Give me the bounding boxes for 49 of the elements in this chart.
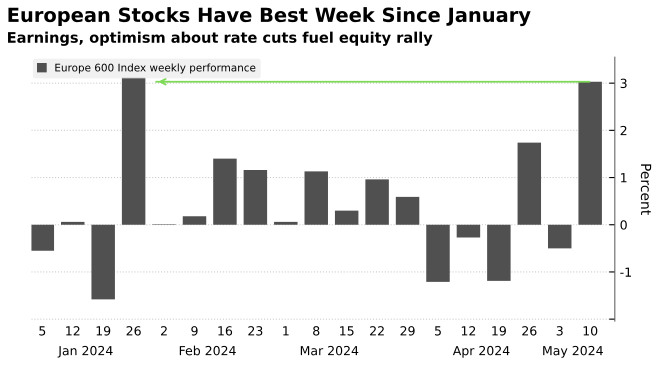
x-tick-label: 9 xyxy=(191,326,198,336)
bar xyxy=(548,224,572,248)
y-tick-label: 3 xyxy=(620,78,627,88)
x-tick-label: 8 xyxy=(313,326,320,336)
bar xyxy=(365,179,389,225)
bar xyxy=(396,196,420,225)
x-tick-label: 12 xyxy=(462,326,476,336)
x-tick-label: 1 xyxy=(283,326,289,336)
x-tick-label: 19 xyxy=(96,326,110,336)
x-tick-label: 22 xyxy=(370,326,384,336)
legend-label: Europe 600 Index weekly performance xyxy=(55,63,256,74)
y-tick-label: -1 xyxy=(620,268,631,277)
bar xyxy=(122,77,146,225)
bar xyxy=(518,142,542,225)
x-tick-label: 26 xyxy=(522,326,536,336)
bar xyxy=(487,224,511,281)
x-tick-label: 12 xyxy=(66,326,80,336)
x-tick-label: 5 xyxy=(434,326,441,336)
bar xyxy=(334,210,358,225)
bar xyxy=(182,216,206,225)
x-tick-label: 5 xyxy=(39,326,46,336)
x2-tick-label: Feb 2024 xyxy=(180,346,236,356)
bar xyxy=(31,224,54,251)
x-tick-label: 16 xyxy=(218,326,232,336)
x-tick-label: 23 xyxy=(248,326,262,336)
x2-tick-label: Jan 2024 xyxy=(58,346,113,358)
bar xyxy=(91,224,115,300)
x2-tick-label: May 2024 xyxy=(543,346,603,358)
chart-title: European Stocks Have Best Week Since January xyxy=(8,7,531,26)
x-tick-label: 3 xyxy=(556,326,563,336)
y-tick-label: 1 xyxy=(621,173,626,182)
x-tick-label: 2 xyxy=(161,326,167,336)
chart-subtitle: Earnings, optimism about rate cuts fuel equity rally xyxy=(8,32,432,46)
x-tick-label: 10 xyxy=(584,326,598,336)
y-tick-label: 2 xyxy=(620,126,626,136)
y-axis-title: Percent xyxy=(640,164,652,215)
x-tick-label: 29 xyxy=(400,326,415,336)
x2-tick-label: Apr 2024 xyxy=(452,346,510,358)
y-tick-label: 0 xyxy=(620,220,627,230)
x-tick-label: 26 xyxy=(126,326,141,336)
x2-tick-label: Mar 2024 xyxy=(300,346,358,356)
bar xyxy=(244,170,268,225)
x-tick-label: 15 xyxy=(340,326,354,336)
bar xyxy=(304,171,328,225)
bar xyxy=(456,224,480,238)
bar xyxy=(213,158,237,225)
bar xyxy=(426,224,450,282)
bar xyxy=(578,82,602,225)
x-tick-label: 19 xyxy=(492,326,506,336)
